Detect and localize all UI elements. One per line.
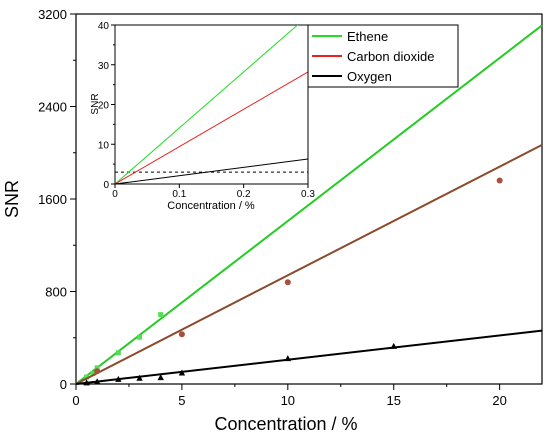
inset-x-tick-label: 0.3 xyxy=(301,189,315,200)
legend: Ethene Carbon dioxide Oxygen xyxy=(307,24,459,88)
main-x-tick-label: 10 xyxy=(281,393,295,408)
data-point-oxygen xyxy=(136,374,143,381)
data-point-ethene xyxy=(94,365,100,371)
data-point-carbon-dioxide xyxy=(94,368,101,375)
data-point-carbon-dioxide xyxy=(178,331,185,338)
fit-line-ethene xyxy=(75,24,543,385)
main-ticks: 0 5 10 15 20 0 800 1600 2400 3200 xyxy=(38,7,507,408)
fit-line-oxygen xyxy=(75,329,543,385)
inset-y-tick-label: 30 xyxy=(98,61,110,72)
main-series xyxy=(75,24,543,386)
main-x-tick-label: 15 xyxy=(386,393,400,408)
main-x-axis-title: Concentration / % xyxy=(214,414,357,434)
inset-x-tick-label: 0.2 xyxy=(237,189,251,200)
data-point-oxygen xyxy=(390,342,397,349)
main-x-tick-label: 0 xyxy=(72,393,79,408)
data-point-ethene xyxy=(84,374,90,380)
legend-label-ethene: Ethene xyxy=(347,29,388,44)
data-point-oxygen xyxy=(157,374,164,381)
data-point-oxygen xyxy=(284,355,292,362)
inset-y-axis-title: SNR xyxy=(90,93,101,114)
main-y-tick-label: 3200 xyxy=(38,7,67,22)
main-y-tick-label: 0 xyxy=(60,377,67,392)
main-x-tick-label: 20 xyxy=(492,393,506,408)
inset-x-tick-label: 0 xyxy=(112,189,118,200)
inset-y-tick-label: 10 xyxy=(98,140,110,151)
data-point-oxygen xyxy=(93,378,101,385)
data-point-ethene xyxy=(158,312,164,318)
inset-y-tick-label: 40 xyxy=(98,21,110,32)
inset-line-ethene xyxy=(115,25,299,184)
inset-x-tick-label: 0.1 xyxy=(172,189,186,200)
fit-line-carbon-dioxide xyxy=(75,143,543,385)
data-point-oxygen xyxy=(115,375,122,382)
inset-y-tick-label: 0 xyxy=(103,180,109,191)
main-y-tick-label: 2400 xyxy=(38,100,67,115)
legend-label-carbon-dioxide: Carbon dioxide xyxy=(347,49,434,64)
main-y-tick-label: 1600 xyxy=(38,192,67,207)
inset-background xyxy=(114,24,309,185)
inset-y-tick-label: 20 xyxy=(98,101,110,112)
legend-label-oxygen: Oxygen xyxy=(347,69,392,84)
inset-line-carbon-dioxide xyxy=(115,71,308,184)
main-x-tick-label: 5 xyxy=(178,393,185,408)
main-y-tick-label: 800 xyxy=(45,285,67,300)
data-point-ethene xyxy=(115,350,121,356)
data-point-oxygen xyxy=(178,369,186,376)
inset-x-axis-title: Concentration / % xyxy=(167,200,255,212)
main-y-axis-title: SNR xyxy=(2,180,22,218)
data-point-carbon-dioxide xyxy=(284,279,291,286)
data-point-oxygen xyxy=(83,379,90,386)
inset-ticks: 0 0.1 0.2 0.3 0 10 20 30 40 xyxy=(98,21,316,200)
inset-lines xyxy=(115,25,308,184)
data-point-carbon-dioxide xyxy=(496,177,503,184)
data-point-ethene xyxy=(137,334,143,340)
inset-line-oxygen xyxy=(115,158,308,184)
data-point-ethene xyxy=(90,371,96,377)
